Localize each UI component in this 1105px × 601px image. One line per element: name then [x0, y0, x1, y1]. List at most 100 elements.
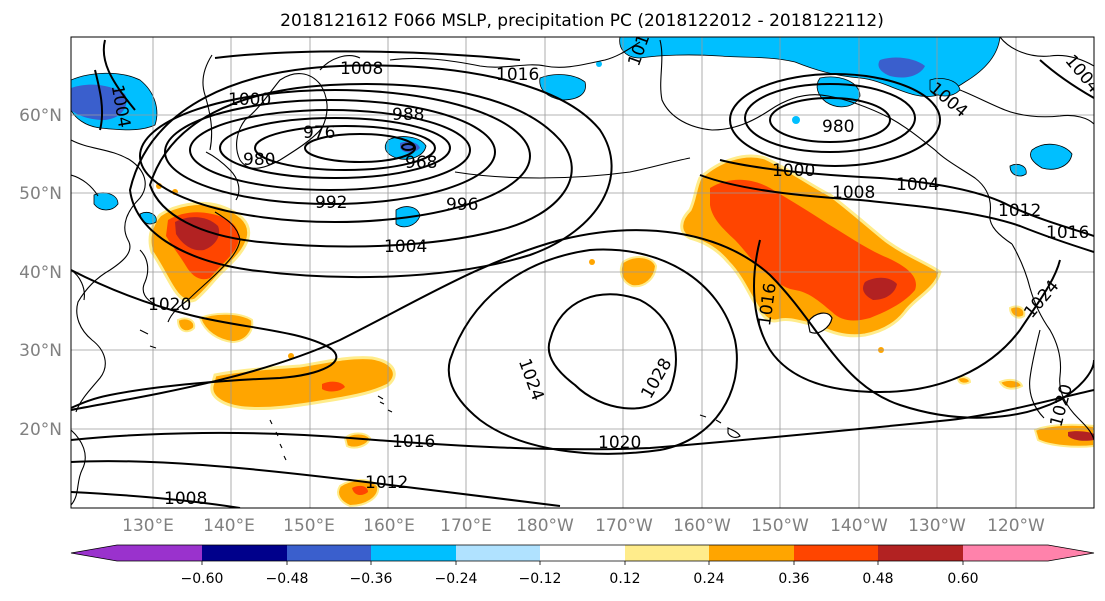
coast-hawaii [699, 414, 741, 438]
coast-canada-north [959, 37, 1094, 125]
map-panel: 1008 1016 1000 976 988 968 980 992 996 1… [70, 36, 1095, 509]
isobar-1008-south [71, 491, 241, 508]
cell-dot5 [589, 259, 595, 265]
isobar-label-992: 992 [315, 193, 347, 213]
isobar-label-1012-s: 1012 [365, 473, 408, 493]
cell-south-1 [343, 432, 372, 449]
pressure-center-markers [401, 143, 415, 151]
lon-label-160w: 160°W [673, 516, 731, 536]
isobar-label-1008-s: 1008 [164, 489, 207, 509]
isobar-high-1020 [71, 229, 1094, 419]
isobar-low-4 [189, 109, 471, 191]
cb-label-9: 0.60 [947, 571, 978, 587]
coast-canada-us [1011, 243, 1094, 441]
isobar-label-968: 968 [405, 153, 437, 173]
positive-anomaly-shading [148, 154, 1094, 508]
isobar-low-2 [254, 125, 436, 171]
lon-label-170w: 170°W [595, 516, 653, 536]
isobar-label-1000-nw: 1000 [228, 90, 271, 110]
isobar-label-980-w: 980 [243, 150, 275, 170]
lat-label-30n: 30°N [19, 341, 62, 361]
colorbar-tick-labels: −0.60 −0.48 −0.36 −0.24 −0.12 0.12 0.24 … [181, 571, 979, 587]
isobar-high-1028 [547, 293, 677, 410]
colorbar-swatch-2 [287, 545, 371, 561]
neg-arctic-top-dark [878, 57, 925, 78]
isobar-1016-east [753, 239, 1061, 394]
colorbar-swatch-4 [456, 545, 540, 561]
cell-kyushu [176, 317, 196, 333]
isobar-goa-4 [719, 159, 1094, 237]
isobar-1012-west [71, 269, 338, 409]
band-west-pacific-red [322, 381, 345, 392]
isobar-low-7 [148, 83, 573, 248]
neg-canada-blue [1030, 143, 1073, 170]
isobar-label-1016-n: 1016 [496, 65, 539, 85]
colorbar-swatch-6 [625, 545, 709, 561]
lat-label-50n: 50°N [19, 184, 62, 204]
isobar-labels: 1008 1016 1000 976 988 968 980 992 996 1… [107, 37, 1094, 509]
isobar-goa-5 [699, 174, 1094, 253]
isobar-label-1016-s: 1016 [392, 432, 435, 452]
isobar-label-1000-e: 1000 [772, 161, 815, 181]
low-center-marker [401, 143, 415, 151]
map-frame [70, 36, 1095, 509]
isobar-goa-1 [769, 97, 891, 143]
cb-label-1: −0.48 [266, 571, 309, 587]
colorbar-swatch-8 [794, 545, 878, 561]
isobar-label-976: 976 [303, 123, 335, 143]
isobar-label-988: 988 [392, 105, 424, 125]
cell-baja [1008, 305, 1026, 319]
cell-mexico-red [1068, 431, 1094, 441]
isobar-1004-west [94, 59, 1094, 131]
cell-dot3 [288, 353, 294, 359]
isobar-goa-2 [744, 83, 916, 153]
neg-dot-arctic [596, 61, 602, 67]
isobar-label-980-e: 980 [822, 117, 854, 137]
plume-japan-darkred [175, 217, 220, 251]
colorbar-swatch-0 [71, 545, 202, 561]
cb-label-2: −0.36 [350, 571, 393, 587]
neg-canada-arctic [929, 78, 961, 97]
coast-aleutians [454, 157, 691, 179]
isobar-low-5 [164, 99, 496, 205]
cell-south-2-red [352, 485, 368, 496]
lon-label-180w: 180°W [516, 516, 574, 536]
lon-label-130e: 130°E [122, 516, 174, 536]
coast-baja [1029, 329, 1045, 419]
lat-label-60n: 60°N [19, 106, 62, 126]
colorbar-swatch-7 [709, 545, 794, 561]
negative-anomaly-shading [71, 37, 1073, 228]
isobar-label-1016-ne: 1016 [1046, 223, 1089, 243]
longitude-labels: 130°E 140°E 150°E 160°E 170°E 180°W 170°… [122, 516, 1045, 536]
colorbar-swatch-10 [963, 545, 1094, 561]
isobar-label-996: 996 [446, 195, 478, 215]
map-content: 1008 1016 1000 976 988 968 980 992 996 1… [71, 37, 1094, 509]
neg-siberia-darkblue [71, 84, 127, 120]
coast-japan [167, 151, 241, 323]
cb-label-8: 0.48 [862, 571, 893, 587]
cb-label-0: −0.60 [181, 571, 224, 587]
lon-label-140e: 140°E [203, 516, 255, 536]
lon-label-150w: 150°W [751, 516, 809, 536]
colorbar-ticks [201, 561, 964, 565]
plume-ne-pacific-darkred [862, 277, 897, 300]
cb-label-4: −0.12 [519, 571, 562, 587]
gridlines [71, 37, 1094, 508]
isobar-label-1004-mid: 1004 [384, 237, 427, 257]
cell-east-1 [956, 376, 972, 385]
latitude-labels: 60°N 50°N 40°N 30°N 20°N [19, 106, 62, 440]
isobar-low-8 [128, 64, 613, 279]
lon-label-140w: 140°W [830, 516, 888, 536]
coast-chukotka [389, 41, 641, 68]
figure-title: 2018121612 F066 MSLP, precipitation PC (… [280, 11, 884, 31]
isobar-label-1012-e: 1012 [998, 201, 1041, 221]
colorbar-swatches [71, 545, 1094, 561]
isobar-low-1 [304, 133, 416, 163]
cell-east-2 [998, 378, 1024, 390]
cb-label-3: −0.24 [435, 571, 478, 587]
isobar-label-1020-s: 1020 [598, 433, 641, 453]
neg-east-small [1009, 164, 1027, 177]
colorbar: −0.60 −0.48 −0.36 −0.24 −0.12 0.12 0.24 … [70, 544, 1095, 587]
lon-label-160e: 160°E [363, 516, 415, 536]
neg-arctic-top-blue [619, 37, 1001, 97]
